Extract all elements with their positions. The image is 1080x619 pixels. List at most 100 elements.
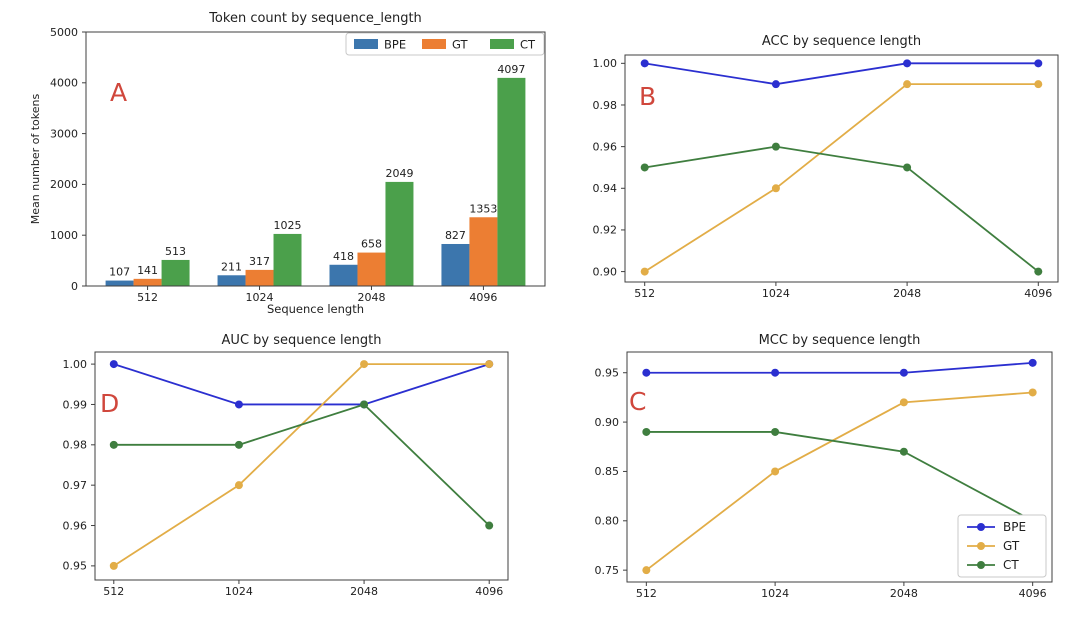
data-point-bpe [899, 368, 908, 377]
bar-gt [245, 269, 274, 286]
chart-title-mcc: MCC by sequence length [758, 333, 921, 348]
line-series-ct [113, 403, 490, 527]
y-tick-label: 1.00 [63, 358, 88, 371]
panel-letter-c: C [629, 387, 647, 416]
bar-value-label: 2049 [385, 167, 413, 180]
chart-title-acc: ACC by sequence length [761, 34, 922, 49]
legend-marker [977, 542, 985, 550]
legend-swatch [354, 39, 378, 49]
line-series-bpe [644, 62, 1039, 86]
chart-title-auc: AUC by sequence length [221, 333, 382, 348]
bar-ct [273, 233, 302, 286]
y-tick-label: 0.98 [593, 99, 618, 112]
x-tick-label: 512 [103, 585, 124, 598]
plot-area [626, 351, 1053, 583]
x-tick-label: 4096 [1019, 587, 1047, 600]
data-point-ct [903, 163, 912, 172]
data-point-bpe [903, 59, 912, 68]
bar-value-label: 827 [445, 229, 466, 242]
line-series-bpe [113, 363, 490, 406]
auc-line-chart: 0.95 0.96 0.97 0.98 0.99 1.00 512 1024 2048 4096 [63, 351, 509, 598]
data-point-ct [360, 400, 369, 409]
y-tick-label: 4000 [50, 77, 78, 90]
data-point-bpe [771, 80, 780, 89]
y-tick-label: 0 [71, 280, 78, 293]
x-axis-label: Sequence length [267, 302, 364, 316]
bar-value-label: 317 [249, 255, 270, 268]
y-tick-label: 0.97 [63, 479, 88, 492]
data-point-ct [485, 521, 494, 530]
x-tick-label: 4096 [469, 291, 497, 304]
bar-value-label: 658 [361, 238, 382, 251]
legend-marker [977, 561, 985, 569]
bar-value-label: 4097 [497, 63, 525, 76]
plot-area [624, 54, 1059, 283]
bar-ct [497, 77, 526, 286]
data-point-ct [234, 440, 243, 449]
data-point-gt [360, 360, 369, 369]
x-tick-label: 4096 [475, 585, 503, 598]
data-point-ct [771, 427, 780, 436]
y-tick-label: 0.92 [593, 224, 618, 237]
bar-bpe [441, 243, 470, 286]
token-count-bar-chart: 0 1000 2000 3000 4000 5000 512 1024 2048 4096 107 2… [29, 26, 546, 316]
data-point-gt [1034, 80, 1043, 89]
bar-bpe [329, 264, 358, 286]
data-point-bpe [642, 368, 651, 377]
data-point-gt [109, 561, 118, 570]
data-point-ct [771, 142, 780, 151]
data-point-gt [899, 398, 908, 407]
data-point-ct [1034, 267, 1043, 276]
x-tick-label: 1024 [246, 291, 274, 304]
x-tick-label: 2048 [357, 291, 385, 304]
bar-value-label: 418 [333, 250, 354, 263]
line-series-gt [113, 363, 490, 567]
y-axis-label: Mean number of tokens [29, 93, 42, 224]
data-point-gt [234, 481, 243, 490]
panel-letter-a: A [110, 78, 128, 107]
x-tick-label: 2048 [893, 287, 921, 300]
y-tick-label: 0.85 [595, 465, 620, 478]
y-tick-label: 3000 [50, 127, 78, 140]
data-point-gt [771, 467, 780, 476]
panel-letter-b: B [639, 82, 657, 111]
legend-swatch [422, 39, 446, 49]
bar-bpe [217, 275, 246, 286]
bar-gt [469, 217, 498, 286]
acc-line-chart: 0.90 0.92 0.94 0.96 0.98 1.00 512 1024 2048 4096 [593, 54, 1059, 300]
x-tick-label: 2048 [890, 587, 918, 600]
y-tick-label: 0.95 [595, 367, 620, 380]
y-tick-label: 0.98 [63, 439, 88, 452]
y-tick-label: 0.94 [593, 182, 618, 195]
data-point-ct [899, 447, 908, 456]
bar-ct [385, 181, 414, 286]
data-point-bpe [1034, 59, 1043, 68]
legend-label: CT [520, 38, 536, 52]
plot-area [85, 31, 546, 287]
y-tick-label: 2000 [50, 178, 78, 191]
y-tick-label: 1000 [50, 229, 78, 242]
y-tick-label: 0.80 [595, 515, 620, 528]
bar-value-label: 107 [109, 266, 130, 279]
y-tick-label: 0.90 [595, 416, 620, 429]
y-tick-label: 0.96 [593, 140, 618, 153]
x-tick-label: 1024 [761, 587, 789, 600]
y-tick-label: 0.96 [63, 519, 88, 532]
y-tick-label: 0.90 [593, 265, 618, 278]
y-tick-label: 1.00 [593, 57, 618, 70]
data-point-bpe [234, 400, 243, 409]
x-tick-label: 512 [137, 291, 158, 304]
panel-letter-d: D [100, 389, 120, 418]
y-tick-label: 0.95 [63, 560, 88, 573]
x-tick-label: 1024 [762, 287, 790, 300]
data-point-bpe [640, 59, 649, 68]
legend-label: BPE [1003, 520, 1026, 534]
data-point-gt [640, 267, 649, 276]
bar-value-label: 513 [165, 245, 186, 258]
line-series-bpe [646, 361, 1033, 374]
line-series-gt [644, 83, 1039, 273]
bar-bpe [105, 280, 134, 286]
line-series-ct [644, 145, 1039, 273]
line-series-gt [645, 391, 1033, 571]
